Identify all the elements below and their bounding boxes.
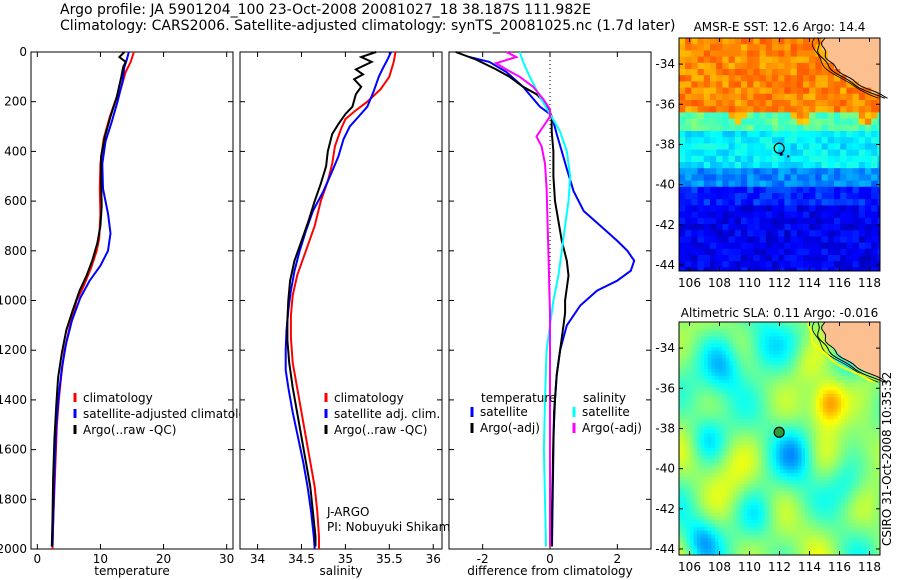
x-tick-label: 35 [338, 552, 353, 566]
x-tick-label: 10 [93, 552, 108, 566]
map-title: Altimetric SLA: 0.11 Argo: -0.016 [681, 306, 878, 320]
y-tick-label: -42 [655, 218, 675, 232]
y-tick-label: 1400 [0, 393, 27, 407]
y-tick-label: -38 [655, 421, 675, 435]
argo-location-marker [773, 426, 785, 438]
sst-field [679, 38, 880, 271]
x-tick-label: 35.5 [376, 552, 403, 566]
x-tick-label: 116 [828, 560, 851, 574]
x-tick-label: 108 [708, 560, 731, 574]
x-axis-label: salinity [319, 564, 362, 578]
legend-label: satellite [582, 405, 630, 419]
legend-header-temperature: temperature [481, 391, 556, 405]
series-line-black [286, 51, 377, 547]
y-tick-label: -38 [655, 137, 675, 151]
x-axis-label: temperature [94, 564, 169, 578]
x-tick-label: 34.5 [288, 552, 315, 566]
coastline [820, 37, 888, 99]
legend-label: Argo(-adj) [480, 421, 540, 435]
coastline [820, 321, 888, 383]
y-tick-label: 1200 [0, 343, 27, 357]
x-tick-label: 30 [219, 552, 234, 566]
x-tick-label: 112 [768, 560, 791, 574]
x-tick-label: 34 [250, 552, 265, 566]
y-tick-label: -44 [655, 258, 675, 272]
x-tick-label: 36 [426, 552, 441, 566]
x-tick-label: 106 [678, 276, 701, 290]
x-tick-label: 112 [768, 276, 791, 290]
figure-title-line-2: Climatology: CARS2006. Satellite-adjuste… [60, 18, 676, 34]
profile-panel-2: 34 34.5 35 35.5 36 salinity climatology satelli… [239, 51, 458, 578]
argo-track-point [787, 155, 790, 158]
sla-map: Altimetric SLA: 0.11 Argo: -0.016 106 108 1… [655, 306, 888, 574]
x-tick-label: 106 [678, 560, 701, 574]
profile-panel-1: 0 10 20 30 0 200 400 600 800 1000 1200 1400 1600 1800… [0, 45, 261, 578]
plot-frame [239, 51, 443, 550]
y-tick-label: 400 [4, 144, 27, 158]
legend-label: climatology [83, 391, 153, 405]
x-tick-label: 0 [33, 552, 41, 566]
series-line-red [289, 51, 397, 549]
y-tick-label: -36 [655, 381, 675, 395]
x-tick-label: 118 [858, 276, 881, 290]
plot-frame [30, 51, 234, 550]
legend-label: Argo(..raw -QC) [83, 423, 176, 437]
y-tick-label: 1600 [0, 443, 27, 457]
depth-contour [811, 37, 879, 99]
series-line-black [50, 51, 127, 547]
series-line-blue [284, 51, 393, 550]
x-tick-label: 118 [858, 560, 881, 574]
shelf-contour [817, 321, 885, 383]
legend-header-salinity: salinity [583, 391, 626, 405]
series-line-blue [51, 51, 130, 547]
y-tick-label: 1800 [0, 492, 27, 506]
series-line-cyan [518, 51, 572, 547]
y-tick-label: 0 [19, 45, 27, 59]
x-tick-label: 0 [546, 552, 554, 566]
y-tick-label: 2000 [0, 542, 27, 556]
y-tick-label: -36 [655, 97, 675, 111]
x-tick-label: 110 [738, 560, 761, 574]
x-axis-label: difference from climatology [467, 564, 633, 578]
sst-map: AMSR-E SST: 12.6 Argo: 14.4 106 108 110 112 1… [655, 20, 888, 290]
y-tick-label: -34 [655, 341, 675, 355]
figure-title-line-1: Argo profile: JA 5901204_100 23-Oct-2008… [60, 2, 591, 18]
shelf-band [807, 321, 875, 384]
x-tick-label: 116 [828, 276, 851, 290]
x-tick-label: 114 [798, 560, 821, 574]
legend-label: climatology [334, 391, 404, 405]
series-line-black [455, 51, 570, 547]
annotation-pi: PI: Nobuyuki Shikama [327, 520, 458, 534]
y-tick-label: 800 [4, 244, 27, 258]
y-tick-label: -40 [655, 178, 675, 192]
y-tick-label: 200 [4, 95, 27, 109]
annotation-jargo: J-ARGO [326, 505, 369, 519]
x-tick-label: -2 [477, 552, 489, 566]
x-tick-label: 110 [738, 276, 761, 290]
argo-track-point [779, 152, 783, 156]
x-tick-label: 20 [156, 552, 171, 566]
y-tick-label: -34 [655, 57, 675, 71]
sla-field [679, 322, 880, 555]
legend-label: satellite adj. clim. [334, 407, 440, 421]
y-tick-label: -42 [655, 502, 675, 516]
y-tick-label: 1000 [0, 294, 27, 308]
x-tick-label: 114 [798, 276, 821, 290]
legend-label: Argo(-adj) [582, 421, 642, 435]
x-tick-label: 108 [708, 276, 731, 290]
y-tick-label: -44 [655, 542, 675, 556]
map-title: AMSR-E SST: 12.6 Argo: 14.4 [694, 20, 866, 34]
argo-location-marker [773, 142, 785, 154]
legend-label: Argo(..raw -QC) [334, 423, 427, 437]
legend-label: satellite [480, 405, 528, 419]
y-tick-label: -40 [655, 462, 675, 476]
series-line-magenta [493, 51, 551, 547]
x-tick-label: 2 [614, 552, 622, 566]
shelf-contour [817, 37, 885, 99]
y-tick-label: 600 [4, 194, 27, 208]
legend-label: satellite-adjusted climatology [83, 407, 261, 421]
